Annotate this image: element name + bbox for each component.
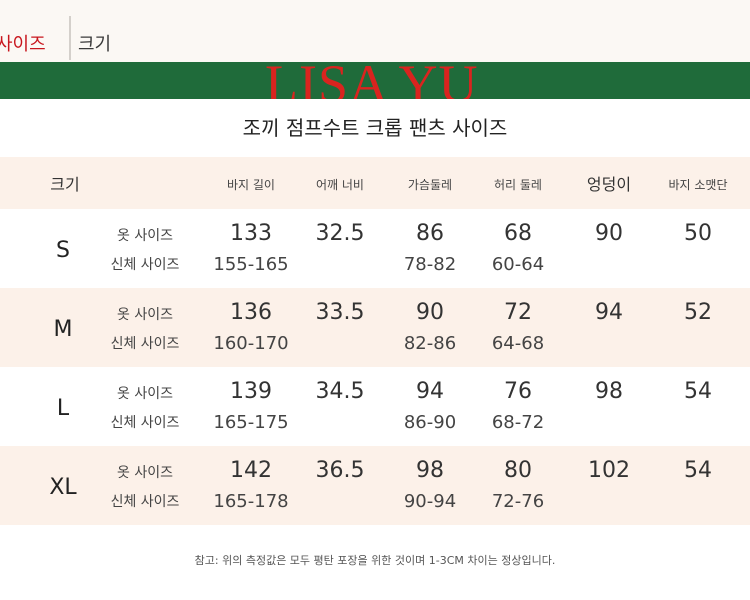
chest-body-value: 90-94 xyxy=(403,491,457,512)
hem-value: 52 xyxy=(684,300,712,325)
chest-body-value: 86-90 xyxy=(403,412,457,433)
table-row: S 옷 사이즈 신체 사이즈 133 155-165 32.5 86 78-82… xyxy=(0,209,750,288)
waist-body-value: 60-64 xyxy=(491,254,545,275)
hip-value: 94 xyxy=(595,300,623,325)
table-row: L 옷 사이즈 신체 사이즈 139 165-175 34.5 94 86-90… xyxy=(0,367,750,446)
shoulder-value: 36.5 xyxy=(315,458,365,483)
waist-value: 80 xyxy=(504,458,532,483)
size-code: S xyxy=(56,238,70,263)
hip-value: 98 xyxy=(595,379,623,404)
body-size-label: 신체 사이즈 xyxy=(110,415,180,431)
table-header-row: 크기 바지 길이 어깨 너비 가슴둘레 허리 둘레 엉덩이 바지 소맷단 xyxy=(0,157,750,209)
waist-body-value: 68-72 xyxy=(491,412,545,433)
header-chest: 가슴둘레 xyxy=(407,178,453,192)
chest-value: 98 xyxy=(416,458,444,483)
garment-size-label: 옷 사이즈 xyxy=(117,228,173,244)
chest-value: 86 xyxy=(416,221,444,246)
table-row: XL 옷 사이즈 신체 사이즈 142 165-178 36.5 98 90-9… xyxy=(0,446,750,525)
pants-length-body-value: 160-170 xyxy=(213,333,289,354)
chest-body-value: 78-82 xyxy=(403,254,457,275)
size-table: 크기 바지 길이 어깨 너비 가슴둘레 허리 둘레 엉덩이 바지 소맷단 S 옷… xyxy=(0,157,750,525)
hem-value: 54 xyxy=(684,458,712,483)
garment-size-label: 옷 사이즈 xyxy=(117,465,173,481)
size-code: L xyxy=(56,396,70,421)
hem-value: 50 xyxy=(684,221,712,246)
garment-size-label: 옷 사이즈 xyxy=(117,386,173,402)
pants-length-value: 133 xyxy=(230,221,272,246)
pants-length-value: 139 xyxy=(230,379,272,404)
header-size: 크기 xyxy=(50,175,80,194)
size-code: M xyxy=(53,317,73,342)
shoulder-value: 34.5 xyxy=(315,379,365,404)
garment-size-label: 옷 사이즈 xyxy=(117,307,173,323)
hip-value: 90 xyxy=(595,221,623,246)
chest-body-value: 82-86 xyxy=(403,333,457,354)
waist-value: 72 xyxy=(504,300,532,325)
tab-divider xyxy=(69,16,71,60)
hem-value: 54 xyxy=(684,379,712,404)
header-hip: 엉덩이 xyxy=(586,175,632,194)
pants-length-body-value: 155-165 xyxy=(213,254,289,275)
body-size-label: 신체 사이즈 xyxy=(110,336,180,352)
chest-value: 90 xyxy=(416,300,444,325)
shoulder-value: 32.5 xyxy=(315,221,365,246)
tab-size-chart[interactable]: 사이즈 xyxy=(0,34,46,55)
pants-length-value: 142 xyxy=(230,458,272,483)
hip-value: 102 xyxy=(588,458,630,483)
waist-value: 68 xyxy=(504,221,532,246)
shoulder-value: 33.5 xyxy=(315,300,365,325)
body-size-label: 신체 사이즈 xyxy=(110,494,180,510)
header-hem: 바지 소맷단 xyxy=(668,178,728,192)
waist-body-value: 72-76 xyxy=(491,491,545,512)
pants-length-body-value: 165-178 xyxy=(213,491,289,512)
tab-size[interactable]: 크기 xyxy=(78,34,112,55)
product-title: 조끼 점프수트 크롭 팬츠 사이즈 xyxy=(242,116,508,140)
waist-value: 76 xyxy=(504,379,532,404)
header-waist: 허리 둘레 xyxy=(494,178,542,192)
chest-value: 94 xyxy=(416,379,444,404)
body-size-label: 신체 사이즈 xyxy=(110,257,180,273)
header-shoulder: 어깨 너비 xyxy=(316,178,364,192)
table-row: M 옷 사이즈 신체 사이즈 136 160-170 33.5 90 82-86… xyxy=(0,288,750,367)
measurement-footnote: 참고: 위의 측정값은 모두 평탄 포장을 위한 것이며 1-3CM 차이는 정… xyxy=(194,554,556,567)
header-pants-length: 바지 길이 xyxy=(227,178,275,192)
brand-logo-text: LISA YU xyxy=(265,62,479,99)
pants-length-body-value: 165-175 xyxy=(213,412,289,433)
waist-body-value: 64-68 xyxy=(491,333,545,354)
size-code: XL xyxy=(49,475,77,500)
brand-banner: LISA YU xyxy=(0,62,750,99)
pants-length-value: 136 xyxy=(230,300,272,325)
top-nav: 사이즈 크기 xyxy=(0,0,750,62)
